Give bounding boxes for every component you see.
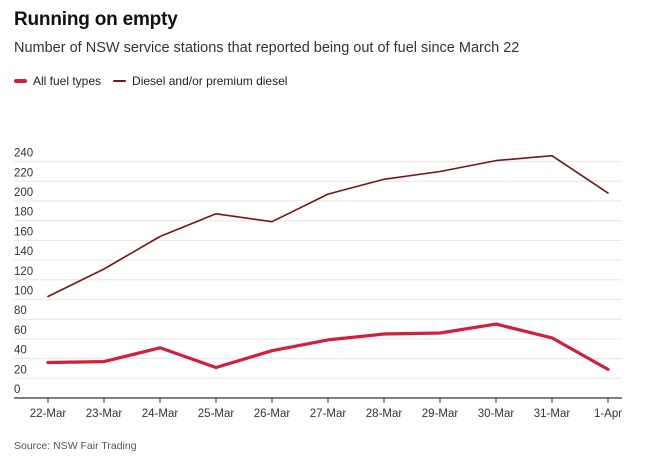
gridlines bbox=[14, 161, 622, 379]
legend-item-all-fuel: All fuel types bbox=[14, 74, 101, 88]
x-tick-label: 24-Mar bbox=[142, 408, 179, 420]
y-tick-label: 240 bbox=[14, 148, 33, 160]
x-axis-ticks: 22-Mar 23-Mar 24-Mar 25-Mar 26-Mar 27-Mar 28-M… bbox=[30, 398, 622, 420]
x-tick-label: 26-Mar bbox=[254, 408, 291, 420]
x-tick-label: 23-Mar bbox=[86, 408, 123, 420]
y-tick-label: 180 bbox=[14, 207, 33, 219]
y-tick-label: 40 bbox=[14, 345, 27, 357]
y-tick-label: 20 bbox=[14, 364, 27, 376]
x-tick-label: 22-Mar bbox=[30, 408, 67, 420]
legend: All fuel types Diesel and/or premium die… bbox=[14, 74, 299, 88]
x-tick-label: 31-Mar bbox=[534, 408, 571, 420]
y-tick-label: 160 bbox=[14, 226, 33, 238]
legend-swatch-diesel bbox=[113, 80, 127, 82]
x-tick-label: 29-Mar bbox=[422, 408, 459, 420]
legend-label-all-fuel: All fuel types bbox=[33, 74, 102, 88]
y-tick-label: 200 bbox=[14, 187, 33, 199]
series-line-diesel bbox=[47, 154, 609, 298]
series-line-all-fuel bbox=[46, 322, 610, 371]
y-tick-label: 80 bbox=[14, 305, 27, 317]
legend-swatch-all-fuel bbox=[14, 79, 27, 83]
legend-item-diesel: Diesel and/or premium diesel bbox=[113, 74, 287, 88]
y-tick-label: 60 bbox=[14, 325, 27, 337]
x-tick-label: 27-Mar bbox=[310, 408, 347, 420]
y-tick-label: 0 bbox=[14, 384, 20, 396]
x-tick-label: 28-Mar bbox=[366, 408, 403, 420]
y-tick-label: 140 bbox=[14, 246, 33, 258]
source-note: Source: NSW Fair Trading bbox=[14, 440, 137, 452]
x-tick-label: 30-Mar bbox=[478, 408, 515, 420]
legend-label-diesel: Diesel and/or premium diesel bbox=[132, 74, 288, 88]
x-tick-label: 25-Mar bbox=[198, 408, 235, 420]
y-tick-label: 220 bbox=[14, 167, 33, 179]
series-lines bbox=[46, 154, 610, 371]
chart-title: Running on empty bbox=[14, 9, 178, 30]
x-tick-label: 1-Apr bbox=[594, 408, 622, 420]
chart-subtitle: Number of NSW service stations that repo… bbox=[14, 40, 520, 56]
y-tick-label: 120 bbox=[14, 266, 33, 278]
y-axis-ticks: 0 20 40 60 80 100 120 140 160 180 200 220 240 bbox=[14, 148, 33, 396]
y-tick-label: 100 bbox=[14, 286, 33, 298]
